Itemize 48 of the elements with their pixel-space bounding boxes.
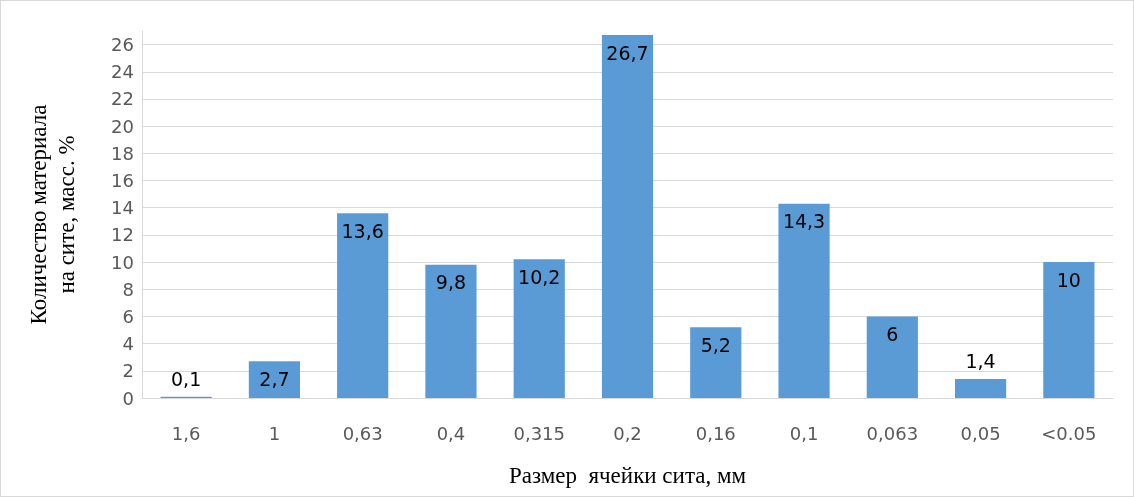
y-tick-label: 2 — [122, 360, 134, 382]
bar — [337, 213, 389, 398]
y-tick-label: 24 — [111, 61, 134, 83]
data-label: 9,8 — [435, 271, 467, 294]
x-tick-label: 1 — [268, 422, 281, 444]
data-label: 26,7 — [606, 41, 649, 64]
y-tick-label: 26 — [111, 34, 134, 56]
data-label: 2,7 — [259, 367, 290, 390]
y-tick-label: 14 — [111, 197, 134, 219]
x-tick-label: 0,315 — [513, 422, 565, 444]
y-tick-label: 6 — [122, 305, 134, 327]
y-tick-label: 10 — [111, 251, 134, 273]
x-tick-label: 0,1 — [789, 422, 819, 444]
x-tick-label: 0,16 — [695, 422, 736, 444]
bar — [1043, 262, 1095, 398]
data-label: 1,4 — [965, 350, 996, 373]
y-tick-label: 12 — [111, 224, 134, 246]
y-tick-label: 16 — [111, 170, 134, 192]
x-tick-label: 1,6 — [171, 422, 201, 444]
data-label: 10 — [1056, 268, 1081, 291]
y-tick-label: 4 — [122, 333, 134, 355]
x-tick-label: 0,63 — [342, 422, 383, 444]
x-axis-title: Размер ячейки сита, мм — [508, 463, 747, 488]
y-tick-label: 0 — [122, 387, 134, 409]
y-tick-label: 8 — [122, 278, 134, 300]
data-label: 14,3 — [782, 210, 826, 233]
data-label: 13,6 — [341, 219, 384, 242]
bar — [866, 316, 918, 398]
y-tick-label: 22 — [111, 88, 134, 110]
bar — [513, 259, 565, 398]
data-label: 10,2 — [518, 265, 561, 288]
bar — [954, 378, 1007, 398]
bar — [425, 264, 477, 398]
data-label: 5,2 — [700, 333, 731, 356]
bar — [248, 361, 301, 398]
x-tick-label: <0.05 — [1041, 422, 1097, 444]
data-label: 6 — [886, 322, 899, 345]
x-tick-label: 0,05 — [960, 422, 1001, 444]
y-tick-label: 18 — [111, 142, 134, 164]
bar — [778, 203, 830, 398]
x-tick-label: 0,4 — [436, 422, 466, 444]
data-label: 0,1 — [171, 368, 202, 391]
y-axis-title: Количество материала на сите, масс. % — [25, 104, 79, 325]
x-tick-label: 0,2 — [613, 422, 642, 444]
bar — [690, 327, 742, 398]
x-tick-label: 0,063 — [866, 422, 919, 444]
y-tick-label: 20 — [111, 115, 134, 137]
bar — [601, 35, 654, 398]
